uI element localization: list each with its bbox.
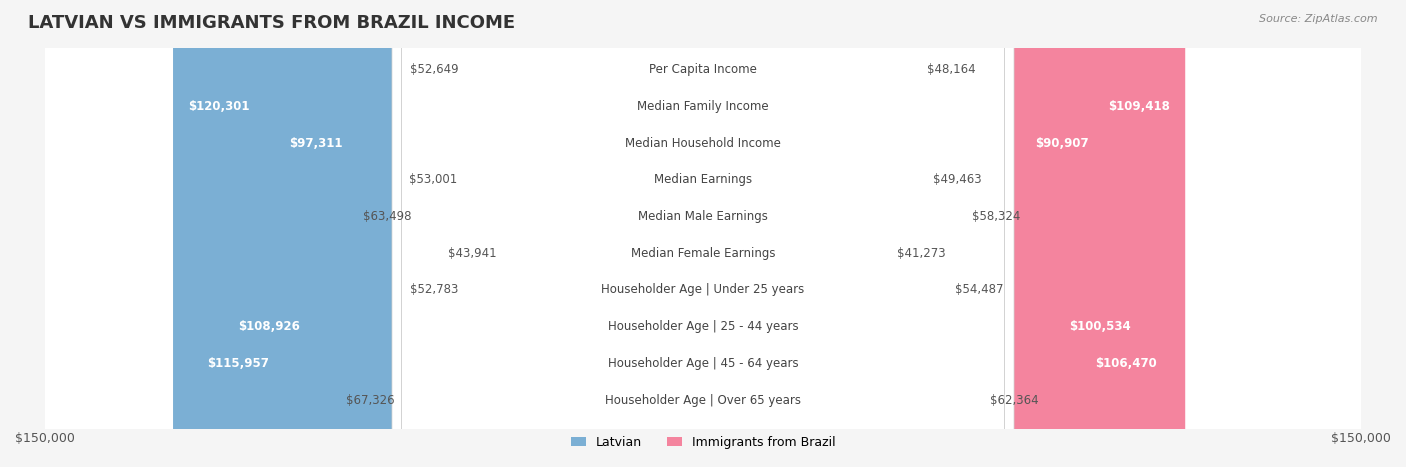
FancyBboxPatch shape [38, 0, 1368, 467]
Text: $41,273: $41,273 [897, 247, 946, 260]
Text: $52,783: $52,783 [411, 283, 458, 297]
FancyBboxPatch shape [38, 0, 1368, 467]
FancyBboxPatch shape [488, 0, 918, 467]
Text: $62,364: $62,364 [990, 394, 1039, 407]
FancyBboxPatch shape [38, 0, 1368, 467]
FancyBboxPatch shape [274, 0, 706, 467]
FancyBboxPatch shape [700, 0, 917, 467]
FancyBboxPatch shape [700, 0, 886, 467]
FancyBboxPatch shape [402, 0, 1004, 467]
Text: LATVIAN VS IMMIGRANTS FROM BRAZIL INCOME: LATVIAN VS IMMIGRANTS FROM BRAZIL INCOME [28, 14, 515, 32]
Text: $48,164: $48,164 [928, 63, 976, 76]
Text: $108,926: $108,926 [238, 320, 299, 333]
FancyBboxPatch shape [700, 0, 962, 467]
Text: $67,326: $67,326 [346, 394, 395, 407]
FancyBboxPatch shape [700, 0, 945, 467]
Text: $100,534: $100,534 [1069, 320, 1130, 333]
FancyBboxPatch shape [38, 0, 1368, 467]
FancyBboxPatch shape [508, 0, 898, 467]
Text: $53,001: $53,001 [409, 173, 457, 186]
FancyBboxPatch shape [700, 0, 922, 467]
FancyBboxPatch shape [38, 0, 1368, 467]
Legend: Latvian, Immigrants from Brazil: Latvian, Immigrants from Brazil [565, 431, 841, 454]
Text: $90,907: $90,907 [1035, 137, 1088, 149]
Text: Median Family Income: Median Family Income [637, 100, 769, 113]
Text: $120,301: $120,301 [188, 100, 250, 113]
FancyBboxPatch shape [405, 0, 706, 467]
Text: Householder Age | Over 65 years: Householder Age | Over 65 years [605, 394, 801, 407]
FancyBboxPatch shape [479, 0, 927, 467]
FancyBboxPatch shape [508, 0, 706, 467]
Text: Householder Age | Under 25 years: Householder Age | Under 25 years [602, 283, 804, 297]
FancyBboxPatch shape [38, 0, 1368, 467]
Text: Householder Age | 25 - 44 years: Householder Age | 25 - 44 years [607, 320, 799, 333]
Text: $54,487: $54,487 [955, 283, 1004, 297]
FancyBboxPatch shape [38, 0, 1368, 467]
Text: $97,311: $97,311 [290, 137, 343, 149]
Text: Per Capita Income: Per Capita Income [650, 63, 756, 76]
FancyBboxPatch shape [38, 0, 1368, 467]
Text: $109,418: $109,418 [1108, 100, 1170, 113]
FancyBboxPatch shape [173, 0, 706, 467]
Text: $49,463: $49,463 [934, 173, 981, 186]
FancyBboxPatch shape [38, 0, 1368, 467]
FancyBboxPatch shape [470, 0, 706, 467]
Text: $115,957: $115,957 [208, 357, 270, 370]
FancyBboxPatch shape [402, 0, 1004, 467]
FancyBboxPatch shape [224, 0, 706, 467]
FancyBboxPatch shape [700, 0, 1185, 467]
FancyBboxPatch shape [468, 0, 706, 467]
FancyBboxPatch shape [700, 0, 1146, 467]
Text: $52,649: $52,649 [411, 63, 458, 76]
Text: Median Earnings: Median Earnings [654, 173, 752, 186]
FancyBboxPatch shape [555, 0, 851, 467]
Text: Median Female Earnings: Median Female Earnings [631, 247, 775, 260]
Text: $63,498: $63,498 [363, 210, 412, 223]
Text: Householder Age | 45 - 64 years: Householder Age | 45 - 64 years [607, 357, 799, 370]
FancyBboxPatch shape [402, 0, 1004, 467]
FancyBboxPatch shape [700, 0, 1104, 467]
Text: Median Male Earnings: Median Male Earnings [638, 210, 768, 223]
FancyBboxPatch shape [193, 0, 706, 467]
FancyBboxPatch shape [392, 0, 1014, 467]
FancyBboxPatch shape [700, 0, 1173, 467]
FancyBboxPatch shape [537, 0, 869, 467]
FancyBboxPatch shape [508, 0, 898, 467]
FancyBboxPatch shape [700, 0, 979, 467]
FancyBboxPatch shape [470, 0, 706, 467]
FancyBboxPatch shape [38, 0, 1368, 467]
Text: Median Household Income: Median Household Income [626, 137, 780, 149]
Text: $43,941: $43,941 [449, 247, 498, 260]
Text: $58,324: $58,324 [972, 210, 1021, 223]
Text: $106,470: $106,470 [1095, 357, 1157, 370]
FancyBboxPatch shape [422, 0, 706, 467]
Text: Source: ZipAtlas.com: Source: ZipAtlas.com [1260, 14, 1378, 24]
